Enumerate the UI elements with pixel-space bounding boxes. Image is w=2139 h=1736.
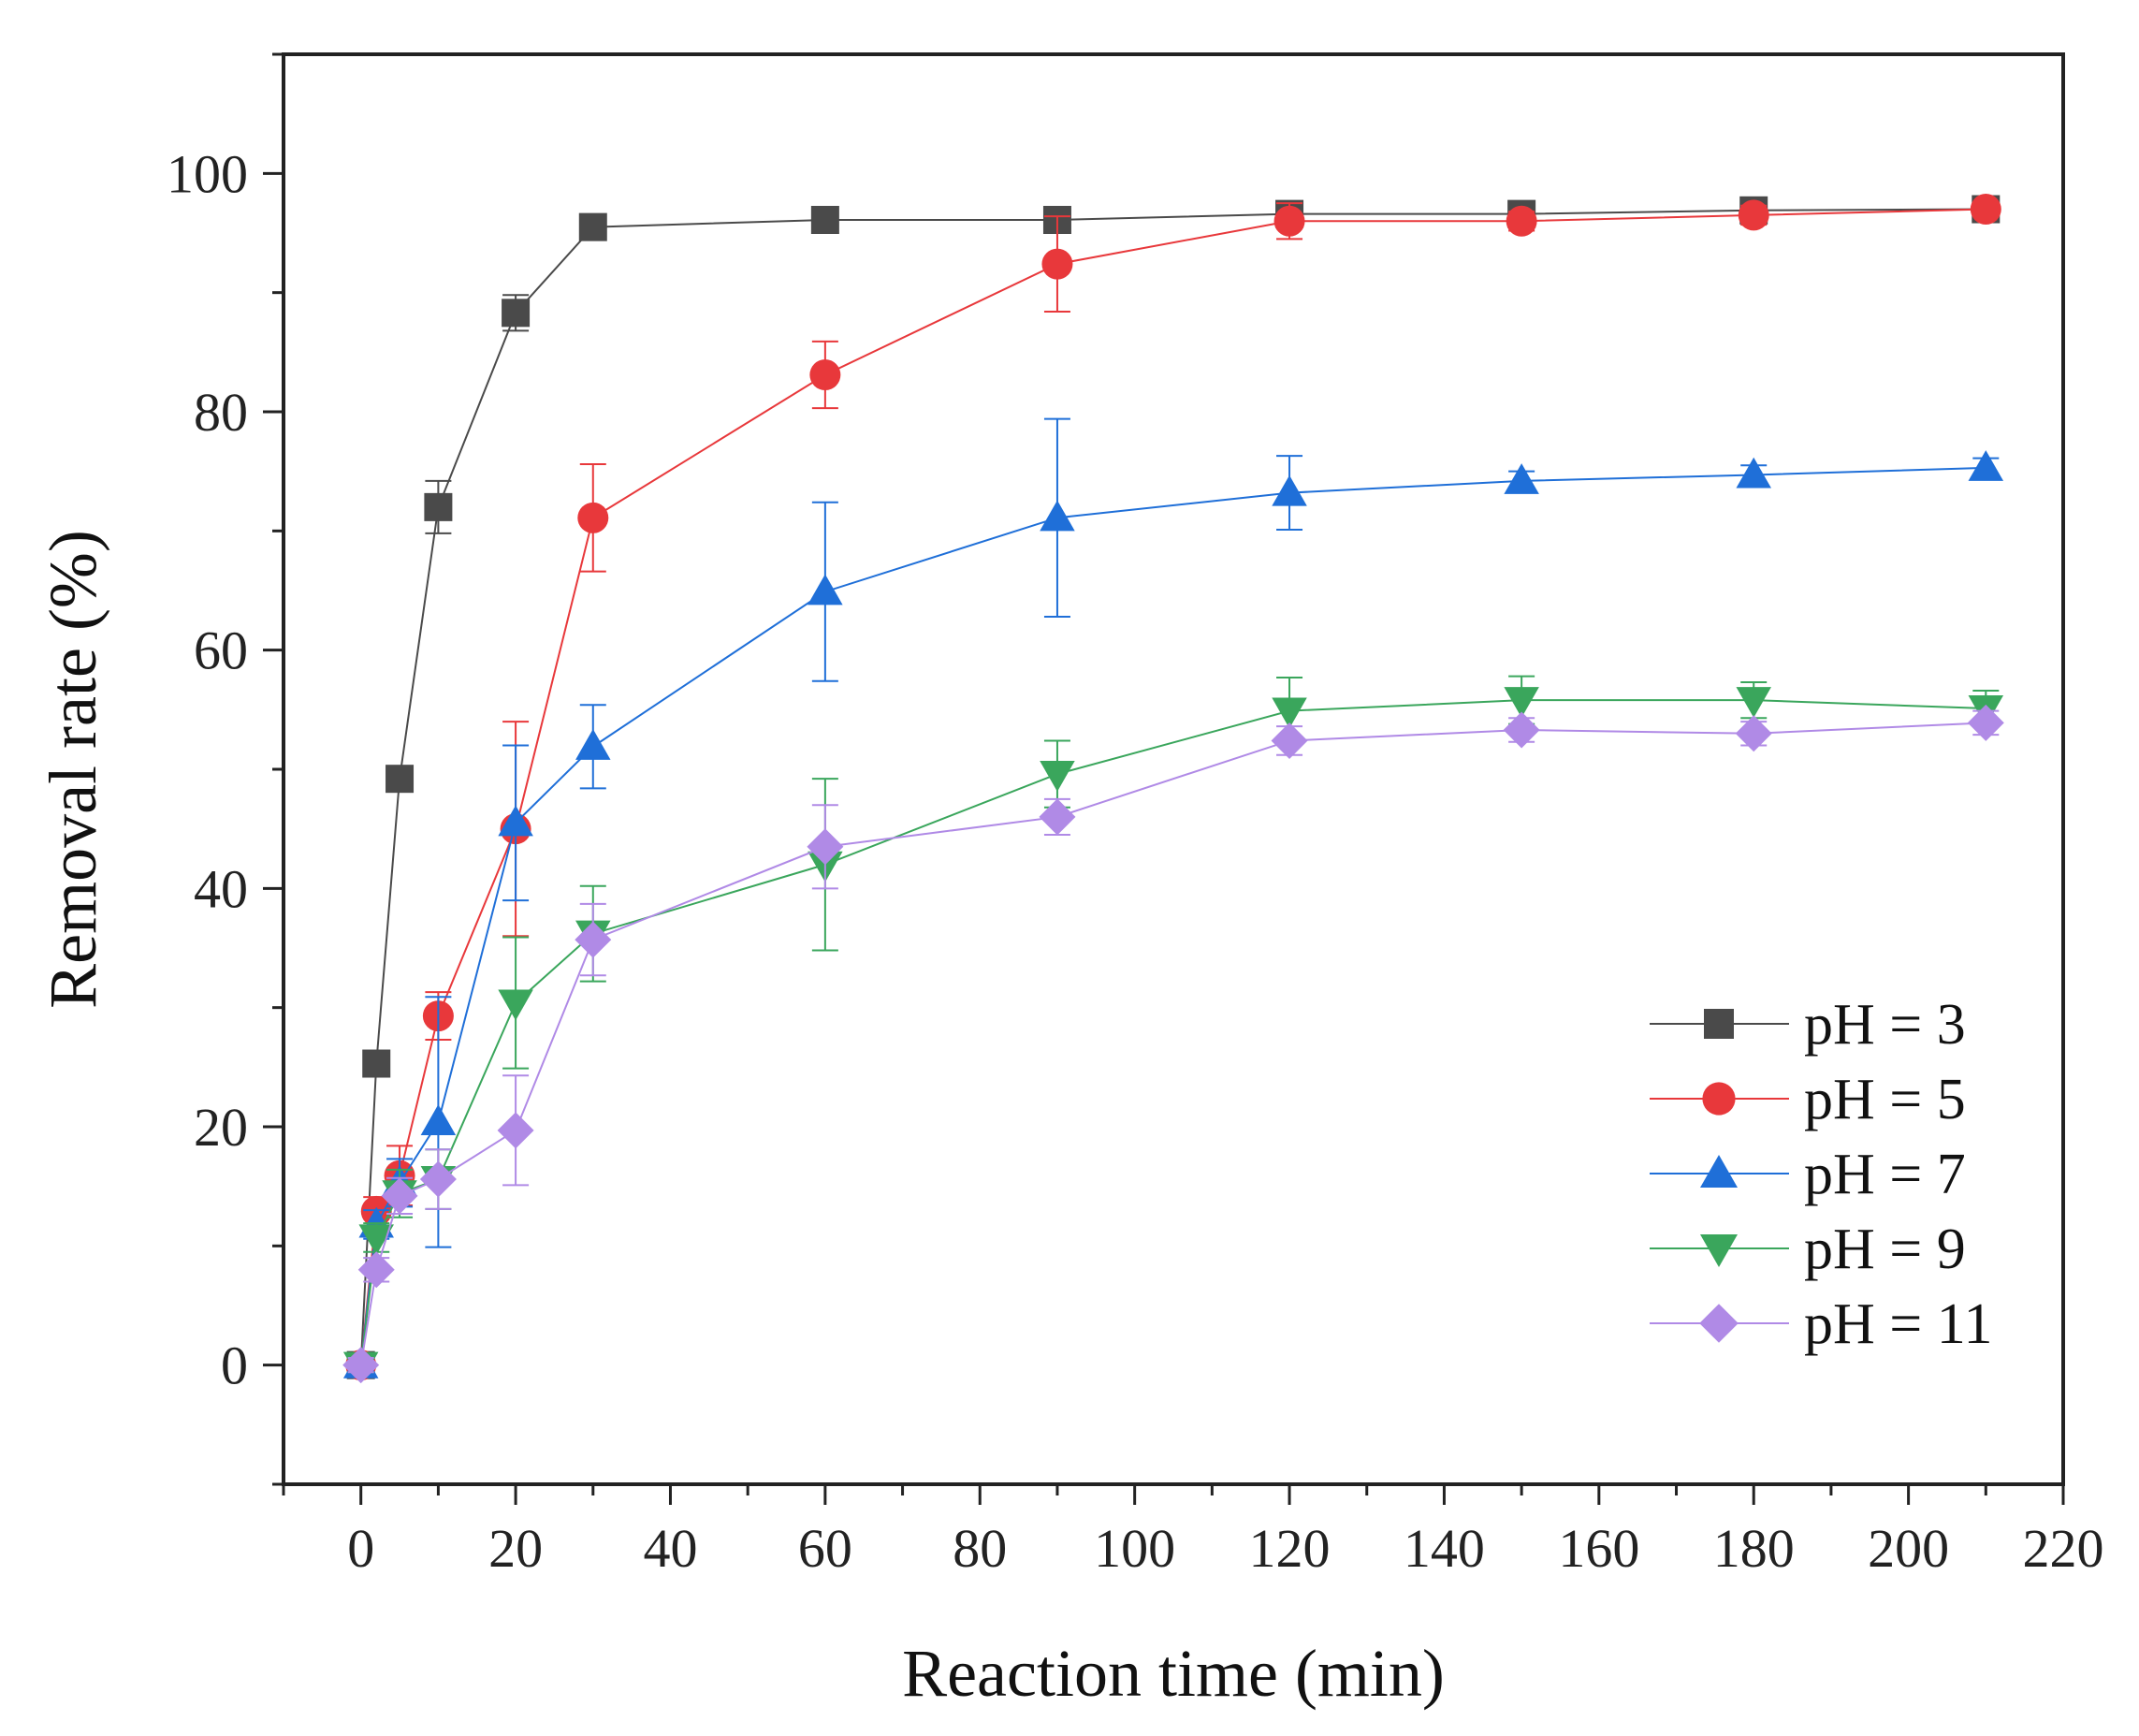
x-tick-label: 100 — [1094, 1518, 1175, 1579]
data-point — [498, 805, 533, 837]
legend-label: pH = 5 — [1804, 1068, 1966, 1131]
data-point — [497, 1112, 534, 1149]
x-tick-label: 60 — [798, 1518, 852, 1579]
data-point — [342, 1347, 380, 1384]
legend-label: pH = 9 — [1804, 1218, 1966, 1281]
data-point — [386, 765, 415, 794]
data-point — [577, 502, 609, 533]
data-point — [1273, 205, 1305, 237]
data-point — [575, 921, 612, 958]
data-point — [1735, 715, 1772, 752]
data-point — [419, 1160, 457, 1198]
y-tick-label: 60 — [194, 620, 248, 681]
legend-marker — [1699, 1304, 1739, 1343]
series-line — [359, 722, 1986, 1365]
legend-item: pH = 9 — [1650, 1218, 1966, 1281]
data-point — [502, 299, 531, 328]
data-point — [1504, 463, 1539, 494]
data-point — [1272, 697, 1307, 729]
data-point — [1736, 457, 1771, 489]
data-point — [381, 1177, 418, 1215]
legend-label: pH = 3 — [1804, 993, 1966, 1057]
data-point — [1736, 687, 1771, 718]
series-line — [359, 208, 1986, 1365]
legend-item: pH = 11 — [1650, 1292, 1992, 1356]
x-tick-label: 140 — [1404, 1518, 1485, 1579]
x-tick-label: 20 — [488, 1518, 543, 1579]
data-point — [1968, 450, 2004, 481]
series-5 — [342, 704, 2004, 1384]
x-tick-label: 220 — [2023, 1518, 2104, 1579]
legend-label: pH = 11 — [1804, 1292, 1992, 1356]
legend-marker — [1700, 1234, 1738, 1267]
data-point — [357, 1251, 395, 1289]
data-point — [1039, 798, 1076, 836]
x-axis-title: Reaction time (min) — [902, 1636, 1445, 1711]
legend-marker — [1700, 1155, 1738, 1188]
legend-label: pH = 7 — [1804, 1143, 1966, 1206]
x-tick-label: 0 — [347, 1518, 374, 1579]
series-1 — [346, 195, 2001, 1379]
data-point — [808, 574, 843, 605]
y-tick-label: 40 — [194, 858, 248, 919]
data-point — [1506, 205, 1537, 237]
legend: pH = 3 pH = 5 pH = 7 pH = 9 pH = 11 — [1650, 993, 1992, 1356]
x-tick-label: 160 — [1558, 1518, 1639, 1579]
data-point — [1970, 194, 2001, 226]
data-point — [1272, 474, 1307, 506]
data-point — [498, 989, 533, 1021]
legend-marker — [1704, 1009, 1734, 1039]
data-point — [1967, 704, 2004, 741]
x-tick-label: 120 — [1249, 1518, 1331, 1579]
series-line — [359, 466, 1986, 1365]
data-point — [1040, 761, 1075, 792]
data-point — [1738, 199, 1769, 231]
data-point — [578, 212, 607, 241]
y-axis-title: Removal rate (%) — [36, 530, 110, 1009]
x-tick-label: 200 — [1868, 1518, 1949, 1579]
data-point — [1041, 248, 1073, 280]
data-point — [362, 1049, 391, 1078]
y-tick-label: 80 — [194, 382, 248, 443]
data-point — [420, 1104, 457, 1135]
data-point — [1040, 500, 1075, 532]
y-tick-label: 100 — [167, 143, 248, 204]
data-point — [810, 205, 839, 234]
x-tick-label: 40 — [643, 1518, 697, 1579]
series-line — [359, 208, 1986, 1365]
data-point — [575, 729, 611, 760]
axes: 0 20 40 60 80 100 120 140 160 180 200 220 0 20 40 60 80 1… — [167, 52, 2104, 1579]
data-point — [1504, 687, 1539, 718]
data-point — [807, 828, 844, 866]
legend-item: pH = 7 — [1650, 1143, 1966, 1206]
series-layer — [342, 194, 2004, 1384]
data-point — [358, 1224, 394, 1256]
plot-frame — [282, 52, 2065, 1486]
data-point — [809, 359, 841, 391]
y-tick-label: 0 — [221, 1335, 248, 1396]
series-line — [359, 699, 1986, 1365]
data-point — [1271, 722, 1308, 759]
x-tick-label: 80 — [953, 1518, 1007, 1579]
y-tick-label: 20 — [194, 1097, 248, 1158]
legend-item: pH = 3 — [1650, 993, 1966, 1057]
x-tick-label: 180 — [1713, 1518, 1795, 1579]
data-point — [424, 492, 453, 521]
legend-item: pH = 5 — [1650, 1068, 1966, 1131]
legend-marker — [1702, 1082, 1736, 1116]
data-point — [1503, 711, 1540, 749]
